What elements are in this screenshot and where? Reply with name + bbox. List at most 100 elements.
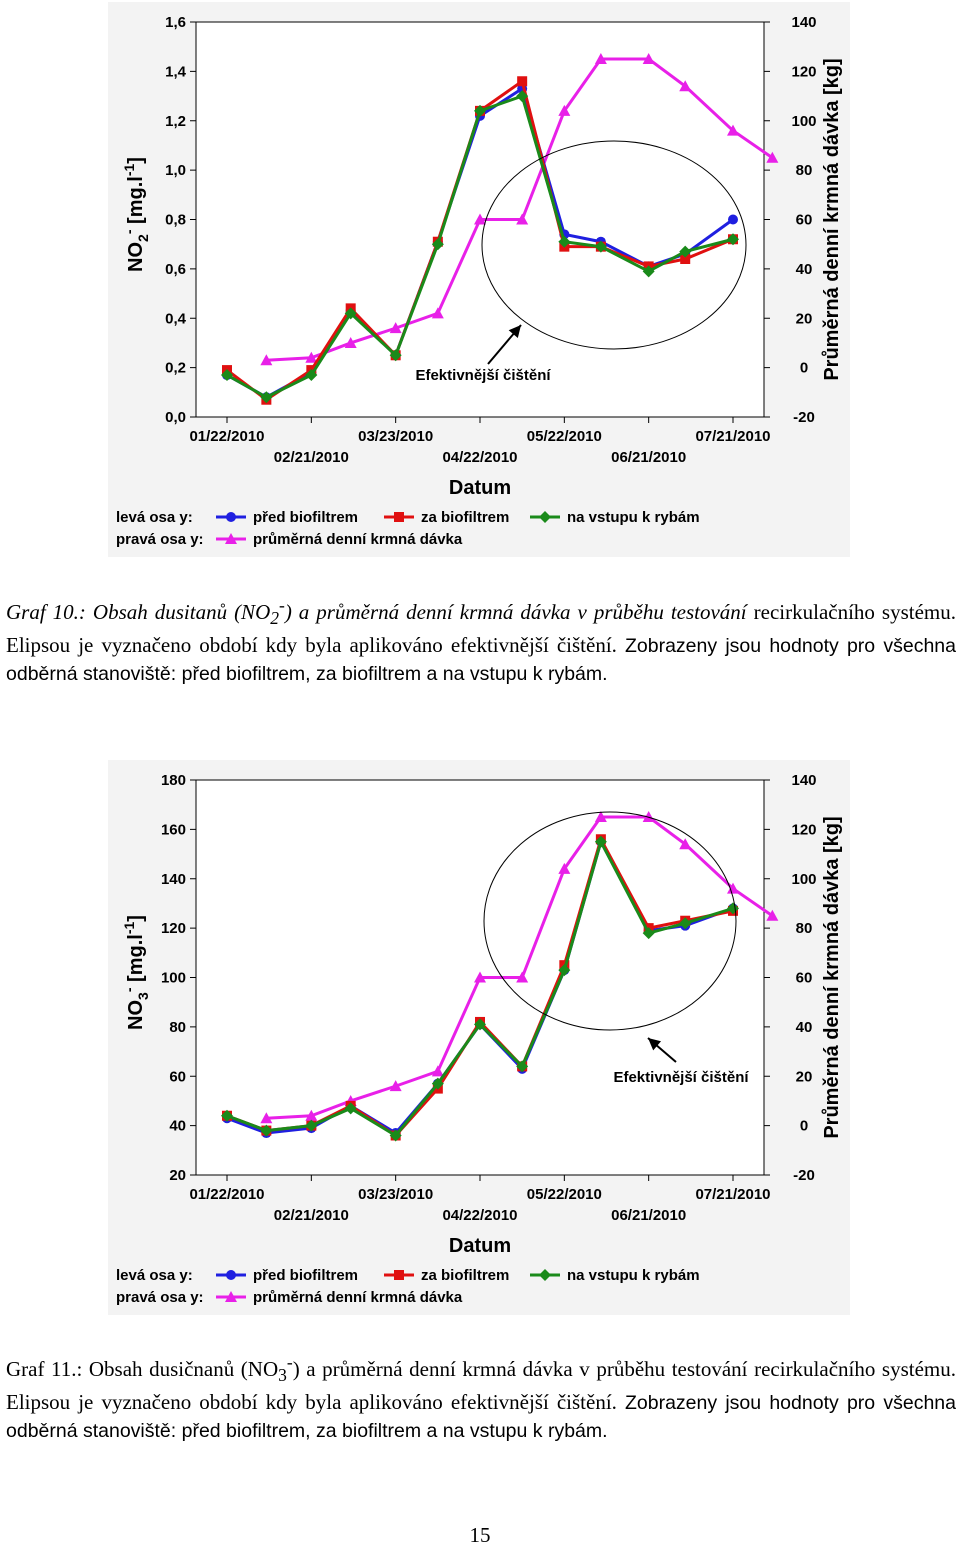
data-point xyxy=(679,245,692,258)
legend-swatch-marker xyxy=(539,1269,551,1281)
data-point xyxy=(431,238,444,251)
legend-swatch-marker xyxy=(226,512,236,522)
y-axis-title-part: ] xyxy=(125,915,147,922)
y-tick-label: 80 xyxy=(169,1019,186,1036)
data-point xyxy=(516,971,529,983)
data-point xyxy=(344,336,357,348)
data-point xyxy=(389,349,402,362)
y2-tick-label: 40 xyxy=(796,261,813,278)
series-diamond xyxy=(221,90,739,404)
x-tick-label: 05/22/2010 xyxy=(527,1186,602,1203)
y2-tick-label: 0 xyxy=(800,360,808,377)
legend-item: před biofiltrem xyxy=(216,1267,358,1284)
data-point xyxy=(558,964,571,977)
data-point xyxy=(305,351,318,363)
data-point xyxy=(389,1080,402,1092)
y-tick-label: 140 xyxy=(161,871,186,888)
data-point xyxy=(594,835,607,848)
y-tick-label: 100 xyxy=(161,970,186,987)
annotation-label: Efektivnější čištění xyxy=(613,1069,749,1086)
y2-tick-label: 140 xyxy=(791,14,816,31)
legend-right-label: pravá osa y: xyxy=(116,1289,204,1306)
highlight-ellipse xyxy=(483,811,737,1031)
y-tick-label: 1,0 xyxy=(165,162,186,179)
x-tick-label: 05/22/2010 xyxy=(527,428,602,445)
x-tick-label: 01/22/2010 xyxy=(189,1186,264,1203)
legend-item: na vstupu k rybám xyxy=(530,1267,700,1284)
chart-panel-nitrite: 0,0 0,2 0,4 0,6 0,8 1,0 1,2 1,4 1,6 -20 0 20 40 60 80 1… xyxy=(108,2,850,557)
caption-graf-11: Graf 11.: Obsah dusičnanů (NO3-) a průmě… xyxy=(6,1349,956,1445)
data-point xyxy=(474,971,486,983)
y-tick-label: 60 xyxy=(169,1068,186,1085)
data-point xyxy=(305,369,318,382)
y-axis-title-part: 3 xyxy=(135,992,151,1000)
data-point xyxy=(594,53,607,65)
legend-right-label: pravá osa y: xyxy=(116,531,204,548)
data-point xyxy=(594,240,607,253)
x-axis-title: Datum xyxy=(449,1235,511,1257)
data-point xyxy=(431,1077,444,1090)
legend-swatch-marker xyxy=(226,1270,236,1280)
y2-tick-label: 80 xyxy=(796,920,813,937)
y-tick-label: 1,6 xyxy=(165,14,186,31)
caption-line3: Zobrazeny jsou hodnoty pro všechna odběr… xyxy=(6,635,956,686)
data-point xyxy=(516,1060,529,1073)
data-point xyxy=(221,369,233,382)
data-point xyxy=(558,862,571,874)
y2-axis-title: Průměrná denní krmná dávka [kg] xyxy=(821,816,843,1138)
data-point xyxy=(260,391,273,404)
data-point xyxy=(389,1129,402,1142)
caption-sub: 2 xyxy=(270,608,279,629)
y-tick-label: 0,4 xyxy=(165,310,187,327)
data-point xyxy=(680,254,691,264)
legend-left-label: levá osa y: xyxy=(116,509,193,526)
data-point xyxy=(431,307,444,319)
y-axis-title-part: -1 xyxy=(121,921,137,934)
annotation-label: Efektivnější čištění xyxy=(415,367,551,384)
data-point xyxy=(305,1109,318,1121)
x-tick-label: 04/22/2010 xyxy=(442,449,517,466)
legend-label: na vstupu k rybám xyxy=(567,509,700,526)
y-tick-label: 0,8 xyxy=(165,212,186,229)
y2-tick-label: 20 xyxy=(796,1068,813,1085)
y-axis-title-part: NO xyxy=(125,242,147,272)
legend-label: před biofiltrem xyxy=(253,1267,358,1284)
y-tick-label: 20 xyxy=(169,1167,186,1184)
y-tick-label: 0,2 xyxy=(165,360,186,377)
y-axis-title: NO3- [mg.l-1] xyxy=(121,915,151,1030)
y-tick-label: 40 xyxy=(169,1118,186,1135)
y-tick-label: 1,2 xyxy=(165,113,186,130)
data-point xyxy=(305,1119,318,1132)
legend-item: průměrná denní krmná dávka xyxy=(216,531,463,548)
annotation-arrowhead xyxy=(508,325,521,339)
data-point xyxy=(221,1109,233,1122)
page-number: 15 xyxy=(469,1523,491,1547)
x-tick-label: 07/21/2010 xyxy=(695,1186,770,1203)
data-point xyxy=(642,811,655,823)
data-point xyxy=(474,104,486,117)
y2-tick-label: 120 xyxy=(791,821,816,838)
legend-label: průměrná denní krmná dávka xyxy=(253,1289,463,1306)
data-point xyxy=(727,124,739,136)
caption-sup: - xyxy=(278,595,285,615)
chart-panel-nitrate: 20 40 60 80 100 120 140 160 180 -20 0 20 40 60 80 100 12… xyxy=(108,760,850,1315)
caption-line1-a: : Obsah dusitanů (NO xyxy=(78,600,271,624)
data-point xyxy=(594,811,607,823)
caption-sup: - xyxy=(286,1352,293,1372)
caption-line3: Zobrazeny jsou hodnoty pro všechna odběr… xyxy=(6,1392,956,1443)
data-point xyxy=(766,151,779,163)
y-axis-title-part: [mg.l xyxy=(125,176,147,229)
y2-tick-label: 120 xyxy=(791,63,816,80)
data-point xyxy=(642,265,655,278)
caption-label: Graf 10. xyxy=(6,600,79,624)
y-tick-label: 160 xyxy=(161,821,186,838)
data-point xyxy=(260,354,273,366)
legend-swatch-marker xyxy=(394,1270,404,1280)
legend-swatch-marker xyxy=(394,512,404,522)
y-tick-label: 120 xyxy=(161,920,186,937)
x-tick-label: 03/23/2010 xyxy=(358,428,433,445)
caption-line1-b: ) a průměrná denní krmná dávka v průběhu… xyxy=(292,1357,748,1381)
data-point xyxy=(389,322,402,334)
caption-line2: recirkulačního systému. Elipsou je vyzna… xyxy=(6,600,957,658)
caption-line2: recirkulačního systému. Elipsou je vyzna… xyxy=(6,1357,957,1415)
